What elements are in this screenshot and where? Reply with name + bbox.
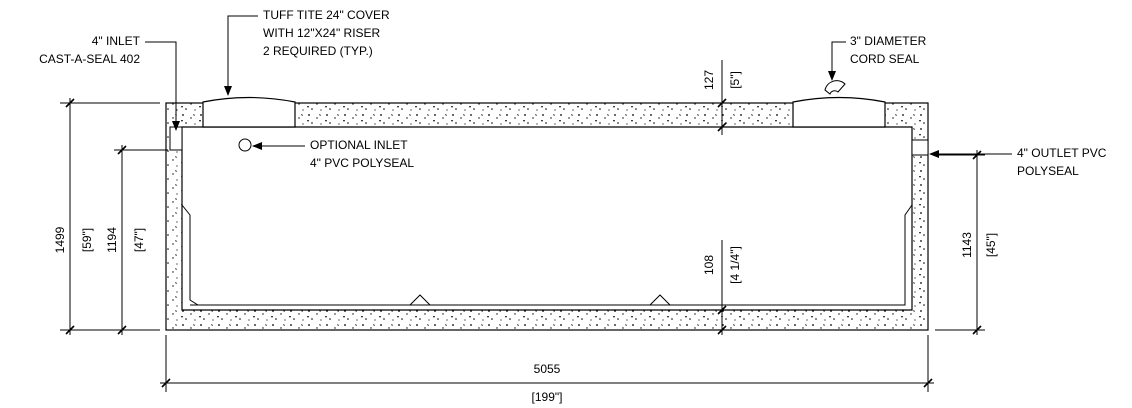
cord-seal-label: 3" DIAMETER (850, 34, 927, 48)
dimension-text: [45"] (984, 233, 998, 257)
leaders (145, 15, 1012, 158)
dimension-lines (60, 60, 985, 392)
dimension-text: 127 (702, 70, 716, 90)
dimension-text: [199"] (532, 390, 563, 404)
dimension-text: [4 1/4"] (728, 246, 742, 284)
dimension-text: 5055 (534, 362, 561, 376)
outlet-label: POLYSEAL (1017, 164, 1079, 178)
dimension-text: 108 (702, 255, 716, 275)
cover-label: 2 REQUIRED (TYP.) (263, 44, 373, 58)
dimension-text: 1194 (105, 227, 119, 253)
outlet-label: 4" OUTLET PVC (1017, 146, 1107, 160)
inlet-label: 4" INLET (92, 34, 141, 48)
inlet-label: CAST-A-SEAL 402 (39, 52, 140, 66)
dimension-text: [5"] (728, 71, 742, 89)
tank (165, 80, 929, 331)
dimension-text: [59"] (80, 228, 94, 252)
dimension-text: [47"] (132, 228, 146, 252)
optional-inlet-label: OPTIONAL INLET (310, 138, 408, 152)
dimension-text: 1499 (53, 226, 67, 253)
cord-seal-label: CORD SEAL (850, 52, 920, 66)
cover-label: TUFF TITE 24" COVER (263, 8, 390, 22)
cover-label: WITH 12"X24" RISER (263, 26, 381, 40)
optional-inlet-label: 4" PVC POLYSEAL (310, 156, 414, 170)
dimension-text: 1143 (960, 232, 974, 258)
